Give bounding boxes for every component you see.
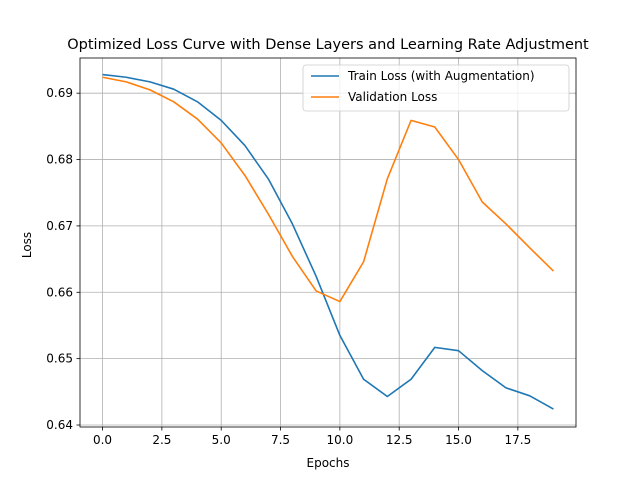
x-tick-label: 5.0	[212, 433, 231, 447]
x-tick-label: 10.0	[327, 433, 354, 447]
legend-box	[302, 64, 570, 112]
legend: Train Loss (with Augmentation) Validation…	[302, 64, 570, 112]
x-axis-label: Epochs	[307, 456, 350, 470]
y-tick-label: 0.68	[46, 153, 73, 167]
x-tick-label: 15.0	[445, 433, 472, 447]
y-tick-label: 0.69	[46, 86, 73, 100]
chart-title: Optimized Loss Curve with Dense Layers a…	[67, 37, 589, 53]
x-tick-label: 7.5	[271, 433, 290, 447]
ticks: 0.0 2.5 5.0 7.5 10.0 12.5 15.0 17.5 0.64 0.65 0.66…	[46, 86, 531, 447]
x-tick-label: 2.5	[152, 433, 171, 447]
plot-frame	[79, 57, 577, 428]
x-tick-label: 17.5	[504, 433, 531, 447]
y-tick-label: 0.64	[46, 418, 73, 432]
y-axis-label: Loss	[20, 232, 34, 258]
x-tick-label: 12.5	[386, 433, 413, 447]
series-line-1	[102, 76, 555, 303]
y-tick-label: 0.67	[46, 219, 73, 233]
y-tick-label: 0.65	[46, 352, 73, 366]
axes	[79, 57, 577, 428]
series-line-0	[102, 73, 554, 410]
x-tick-label: 0.0	[93, 433, 112, 447]
legend-label-0: Train Loss (with Augmentation)	[347, 69, 535, 83]
y-tick-label: 0.66	[46, 285, 73, 299]
series-lines	[102, 73, 555, 410]
legend-label-1: Validation Loss	[348, 90, 437, 104]
